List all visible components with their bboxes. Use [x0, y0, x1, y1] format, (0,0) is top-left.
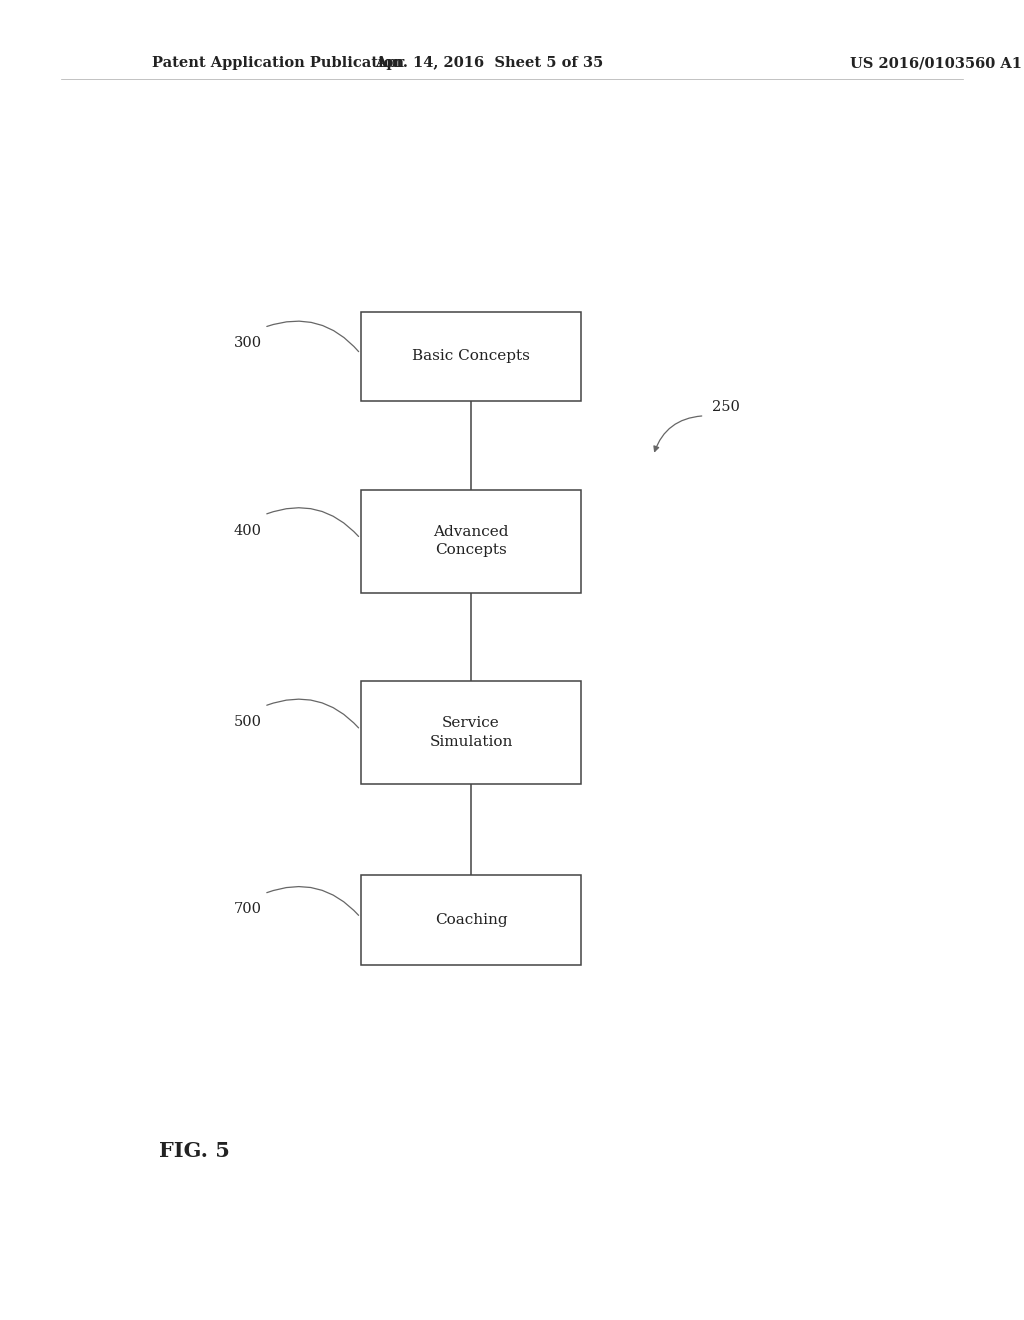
FancyBboxPatch shape: [361, 875, 582, 965]
Text: Advanced
Concepts: Advanced Concepts: [433, 525, 509, 557]
Text: US 2016/0103560 A1: US 2016/0103560 A1: [850, 57, 1022, 70]
FancyBboxPatch shape: [361, 490, 582, 593]
Text: 700: 700: [233, 903, 261, 916]
Text: Patent Application Publication: Patent Application Publication: [152, 57, 403, 70]
Text: Coaching: Coaching: [435, 913, 507, 927]
Text: 400: 400: [233, 524, 261, 537]
Text: 500: 500: [233, 715, 261, 729]
FancyBboxPatch shape: [361, 312, 582, 401]
Text: Basic Concepts: Basic Concepts: [412, 350, 530, 363]
Text: FIG. 5: FIG. 5: [159, 1140, 229, 1162]
FancyBboxPatch shape: [361, 681, 582, 784]
Text: Apr. 14, 2016  Sheet 5 of 35: Apr. 14, 2016 Sheet 5 of 35: [376, 57, 603, 70]
Text: Service
Simulation: Service Simulation: [429, 717, 513, 748]
Text: 300: 300: [233, 337, 261, 350]
Text: 250: 250: [712, 400, 739, 413]
